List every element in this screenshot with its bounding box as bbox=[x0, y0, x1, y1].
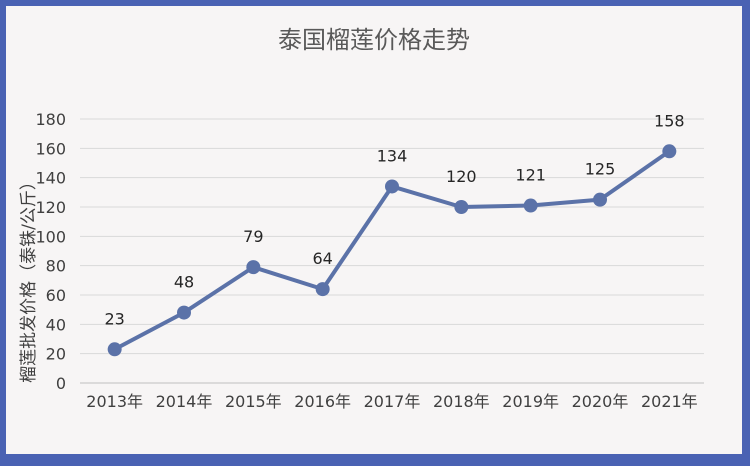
x-tick-label: 2019年 bbox=[502, 392, 559, 411]
y-axis-ticks: 0 20 40 60 80 100 120 140 160 180 bbox=[35, 110, 66, 393]
data-label: 134 bbox=[377, 146, 408, 165]
y-tick-label: 40 bbox=[46, 315, 66, 334]
x-tick-label: 2016年 bbox=[294, 392, 351, 411]
y-tick-label: 80 bbox=[46, 257, 66, 276]
data-point bbox=[385, 179, 399, 194]
data-label: 79 bbox=[243, 227, 263, 246]
y-tick-label: 0 bbox=[56, 374, 66, 393]
x-tick-label: 2020年 bbox=[572, 392, 629, 411]
y-axis-label: 榴莲批发价格（泰铢/公斤） bbox=[19, 173, 39, 383]
y-tick-label: 100 bbox=[35, 227, 66, 246]
y-tick-label: 20 bbox=[46, 345, 66, 364]
y-tick-label: 120 bbox=[35, 198, 66, 217]
x-axis-ticks: 2013年 2014年 2015年 2016年 2017年 2018年 2019年 2020年… bbox=[86, 392, 697, 411]
data-label: 23 bbox=[104, 309, 124, 328]
data-labels: 23 48 79 64 134 120 121 125 158 bbox=[104, 111, 684, 328]
data-label: 121 bbox=[515, 166, 546, 185]
x-tick-label: 2021年 bbox=[641, 392, 698, 411]
data-point bbox=[593, 192, 607, 207]
chart-panel: 泰国榴莲价格走势 0 20 40 60 80 100 120 140 160 180 2013年 2… bbox=[6, 6, 742, 454]
data-label: 64 bbox=[312, 249, 332, 268]
data-point bbox=[523, 198, 538, 213]
x-tick-label: 2015年 bbox=[225, 392, 282, 411]
gridlines bbox=[80, 118, 704, 384]
data-point bbox=[246, 260, 261, 275]
data-point bbox=[315, 282, 330, 297]
series bbox=[107, 144, 677, 357]
y-tick-label: 60 bbox=[46, 286, 66, 305]
x-tick-label: 2014年 bbox=[156, 392, 213, 411]
data-point bbox=[107, 342, 122, 357]
x-tick-label: 2013年 bbox=[86, 392, 143, 411]
data-label: 48 bbox=[174, 273, 194, 292]
chart-title: 泰国榴莲价格走势 bbox=[278, 26, 470, 54]
x-tick-label: 2018年 bbox=[433, 392, 490, 411]
y-tick-label: 140 bbox=[35, 169, 66, 188]
data-label: 120 bbox=[446, 167, 477, 186]
data-label: 158 bbox=[654, 111, 685, 130]
data-point bbox=[177, 305, 191, 320]
y-tick-label: 160 bbox=[35, 139, 66, 158]
data-point bbox=[662, 144, 677, 159]
y-tick-label: 180 bbox=[35, 110, 66, 129]
data-point bbox=[454, 200, 469, 214]
data-label: 125 bbox=[585, 160, 616, 179]
x-tick-label: 2017年 bbox=[364, 392, 421, 411]
